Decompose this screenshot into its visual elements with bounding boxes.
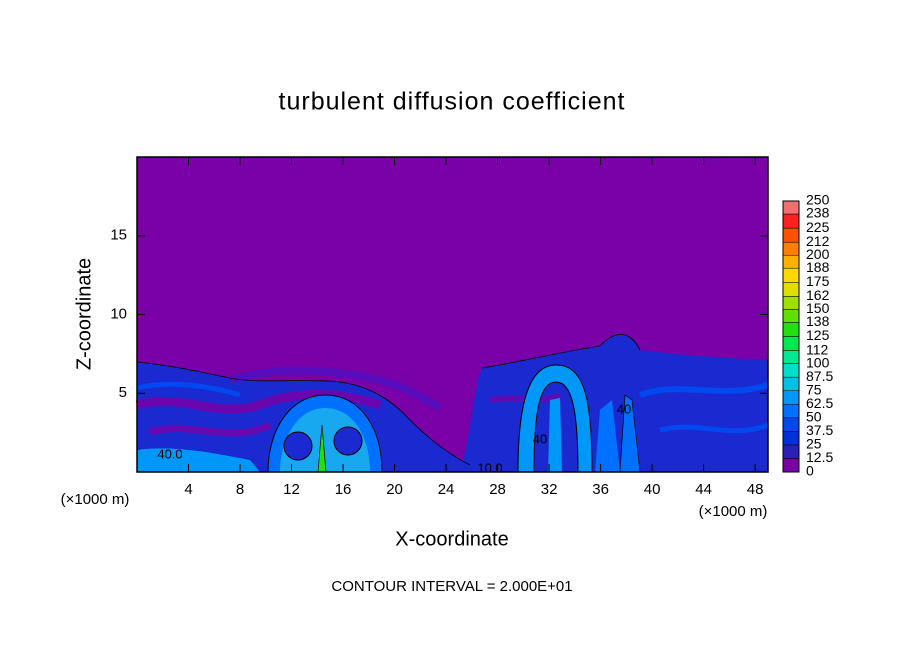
colorbar-band	[782, 458, 800, 473]
y-unit: (×1000 m)	[61, 491, 130, 508]
x-axis-label: X-coordinate	[395, 528, 508, 550]
colorbar-band	[782, 336, 800, 351]
colorbar-label: 138	[806, 313, 830, 329]
colorbar-label: 100	[806, 354, 830, 370]
colorbar-label: 37.5	[806, 422, 833, 438]
field-stripe	[659, 422, 769, 434]
colorbar-frame	[782, 200, 800, 473]
field-region	[548, 398, 562, 472]
x-unit: (×1000 m)	[699, 503, 768, 520]
colorbar-band	[782, 376, 800, 391]
contour-label: 40.0	[157, 446, 182, 461]
colorbar-label: 162	[806, 287, 830, 303]
field-stripe	[638, 382, 769, 398]
y-axis-label: Z-coordinate	[73, 258, 95, 370]
colorbar-label: 112	[806, 341, 829, 357]
contour-line	[481, 334, 641, 369]
colorbar-label: 87.5	[806, 368, 833, 384]
field-stripe	[136, 381, 241, 398]
colorbar-label: 238	[806, 205, 830, 221]
x-tick-label: 4	[184, 481, 192, 498]
colorbar-label: 25	[806, 436, 822, 452]
colorbar-band	[782, 363, 800, 378]
colorbar-band	[782, 200, 800, 215]
colorbar-band	[782, 390, 800, 405]
colorbar-label: 225	[806, 219, 830, 235]
colorbar-label: 200	[806, 246, 830, 262]
colorbar-band	[782, 296, 800, 310]
colorbar-label: 188	[806, 259, 830, 275]
contour-line	[136, 361, 471, 466]
colorbar-band	[782, 350, 800, 364]
field-eddy	[333, 426, 363, 456]
x-tick-label: 12	[283, 481, 300, 498]
colorbar-label: 50	[806, 409, 822, 425]
y-tick-label: 10	[110, 305, 127, 322]
x-tick-label: 36	[592, 481, 609, 498]
field-region	[137, 448, 260, 472]
y-tick-label: 5	[119, 384, 127, 401]
colorbar-band	[782, 267, 800, 283]
colorbar-label: 150	[806, 300, 830, 316]
x-tick-label: 20	[386, 481, 403, 498]
field-region	[460, 334, 768, 472]
colorbar-label: 125	[806, 327, 830, 343]
x-tick-label: 28	[489, 481, 506, 498]
colorbar-band	[782, 322, 800, 337]
colorbar-band	[782, 227, 800, 243]
colorbar-band	[782, 404, 800, 419]
contour-interval-note: CONTOUR INTERVAL = 2.000E+01	[331, 578, 572, 595]
colorbar-band	[782, 431, 800, 446]
colorbar-label: 175	[806, 273, 830, 289]
x-tick-label: 16	[335, 481, 352, 498]
x-tick-label: 24	[438, 481, 455, 498]
colorbar-label: 12.5	[806, 449, 833, 465]
contour-label: 40	[533, 431, 547, 446]
colorbar-band	[782, 241, 800, 256]
field-stripe	[228, 366, 443, 412]
colorbar-band	[782, 282, 800, 297]
colorbar-label: 75	[806, 381, 822, 397]
colorbar-label: 62.5	[806, 395, 833, 411]
colorbar-band	[782, 444, 800, 459]
colorbar-label: 250	[806, 192, 830, 208]
x-tick-label: 8	[236, 481, 244, 498]
contour-label: 10.0	[477, 460, 502, 475]
x-tick-label: 48	[747, 481, 764, 498]
colorbar-band	[782, 417, 800, 432]
colorbar-band	[782, 309, 800, 323]
field: 40.0 10.0 40 40	[135, 157, 769, 475]
field-eddy	[283, 431, 313, 461]
colorbar-band	[782, 254, 800, 269]
y-tick-label: 15	[110, 227, 127, 244]
chart-title: turbulent diffusion coefficient	[279, 88, 626, 116]
field-region	[595, 400, 620, 472]
field-stripe	[135, 389, 382, 414]
colorbar-label: 212	[806, 233, 830, 249]
x-tick-label: 44	[695, 481, 712, 498]
x-tick-label: 40	[644, 481, 661, 498]
x-tick-label: 32	[541, 481, 558, 498]
colorbar-band	[782, 213, 800, 229]
colorbar-label: 0	[806, 463, 814, 479]
field-stripe	[148, 421, 272, 437]
contour-label: 40	[617, 401, 631, 416]
